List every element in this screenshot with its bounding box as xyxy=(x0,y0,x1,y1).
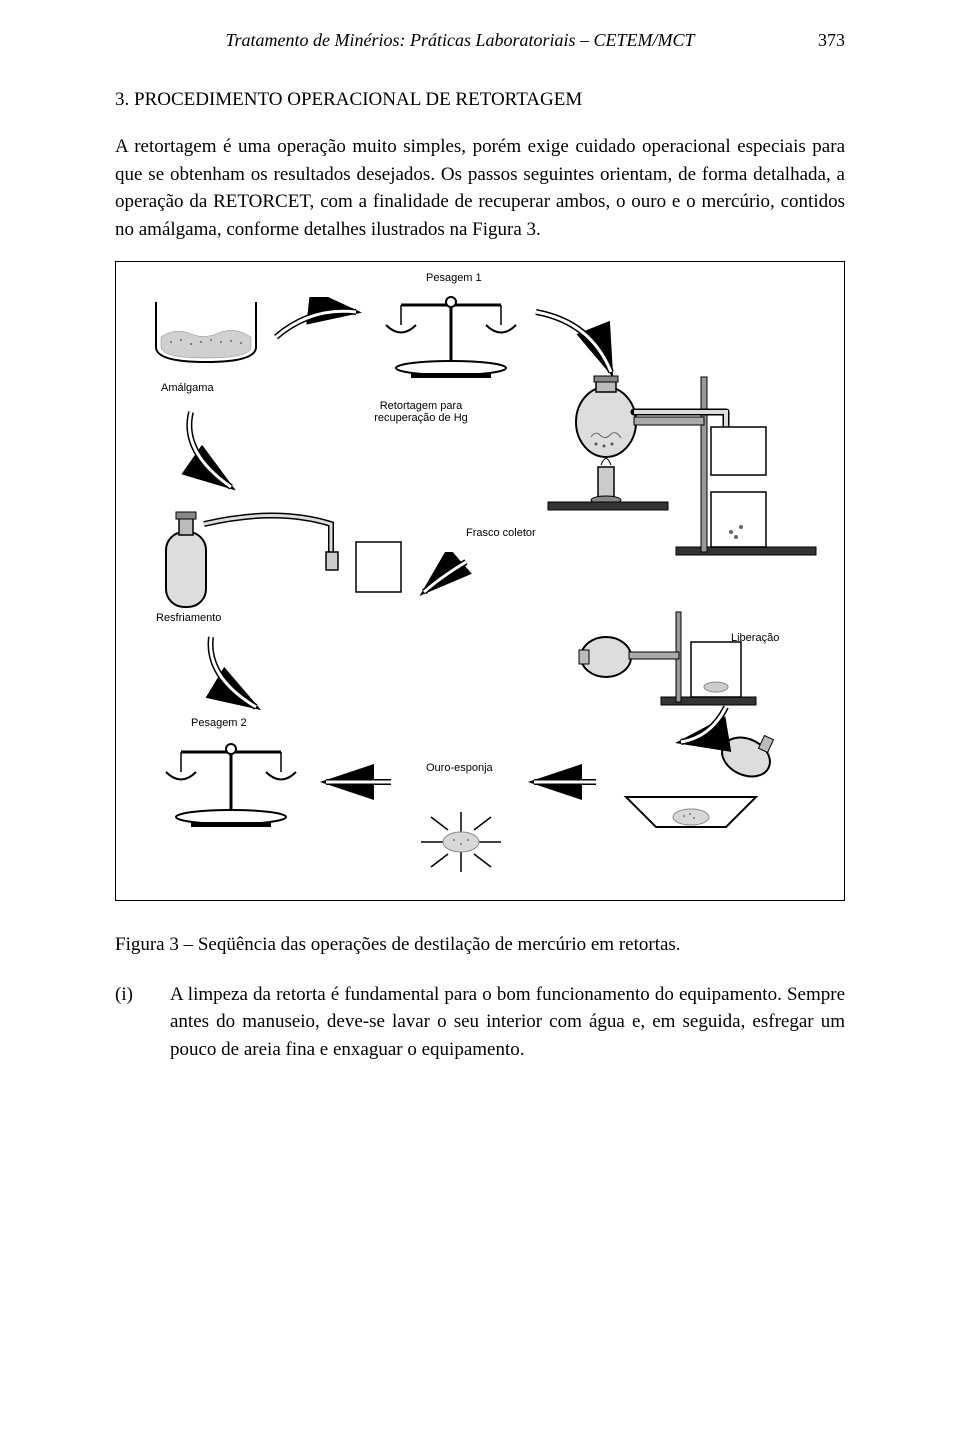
label-pesagem2: Pesagem 2 xyxy=(191,717,247,729)
figure-caption: Figura 3 – Seqüência das operações de de… xyxy=(115,931,845,959)
liberation-apparatus-icon xyxy=(561,602,761,712)
running-title: Tratamento de Minérios: Práticas Laborat… xyxy=(115,30,805,51)
running-header: Tratamento de Minérios: Práticas Laborat… xyxy=(115,30,845,51)
intro-paragraph: A retortagem é uma operação muito simple… xyxy=(115,133,845,243)
arrow-icon xyxy=(271,297,366,352)
arrow-icon xyxy=(416,552,476,602)
section-heading: 3. PROCEDIMENTO OPERACIONAL DE RETORTAGE… xyxy=(115,89,845,111)
list-marker: (i) xyxy=(115,981,170,1064)
arrow-icon xyxy=(316,762,396,802)
page-container: Tratamento de Minérios: Práticas Laborat… xyxy=(0,0,960,1103)
arrow-icon xyxy=(671,702,741,752)
retort-apparatus-icon xyxy=(546,372,826,562)
label-frasco: Frasco coletor xyxy=(466,527,536,539)
balance-scale-icon xyxy=(376,290,526,385)
label-liberacao: Liberação xyxy=(731,632,779,644)
arrow-icon xyxy=(176,407,246,497)
arrow-icon xyxy=(201,632,271,717)
label-retortagem: Retortagem pararecuperação de Hg xyxy=(356,400,486,424)
label-pesagem1: Pesagem 1 xyxy=(426,272,482,284)
page-number: 373 xyxy=(805,30,845,51)
balance-scale-2-icon xyxy=(156,737,306,837)
arrow-icon xyxy=(526,762,601,802)
sponge-gold-icon xyxy=(396,782,526,882)
arrow-icon xyxy=(531,302,626,382)
label-resfriamento: Resfriamento xyxy=(156,612,221,624)
cooling-apparatus-icon xyxy=(156,502,406,622)
amalgama-dish-icon xyxy=(146,292,266,372)
list-item-1: (i) A limpeza da retorta é fundamental p… xyxy=(115,981,845,1064)
label-ouro-esponja: Ouro-esponja xyxy=(426,762,493,774)
list-content: A limpeza da retorta é fundamental para … xyxy=(170,981,845,1064)
label-amalgama: Amálgama xyxy=(161,382,214,394)
figure-3: Pesagem 1 Amálgama xyxy=(115,261,845,901)
